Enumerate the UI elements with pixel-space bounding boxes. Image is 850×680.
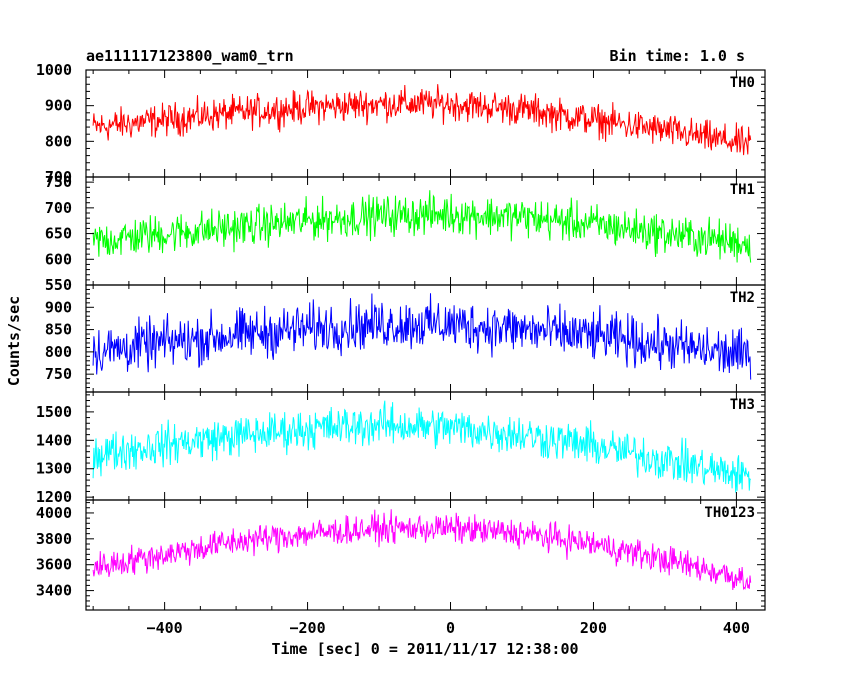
- series-line-th0: [92, 84, 752, 156]
- panel-label-th0123: TH0123: [704, 505, 755, 521]
- y-tick-label: 750: [45, 365, 72, 383]
- x-tick-label: 400: [723, 619, 750, 637]
- series-line-th1: [92, 190, 752, 263]
- panel-label-th3: TH3: [730, 397, 755, 413]
- y-tick-label: 850: [45, 321, 72, 339]
- series-line-th0123: [92, 509, 752, 591]
- y-tick-label: 1400: [36, 431, 72, 449]
- panel-frame: [85, 69, 766, 178]
- y-tick-label: 900: [45, 298, 72, 316]
- series-line-th2: [92, 293, 752, 380]
- y-tick-label: 600: [45, 250, 72, 268]
- y-tick-label: 900: [45, 97, 72, 115]
- figure-title-left: ae111117123800_wam0_trn: [86, 47, 294, 65]
- y-tick-label: 1300: [36, 460, 72, 478]
- series-line-th3: [92, 400, 752, 493]
- y-tick-label: 1500: [36, 403, 72, 421]
- figure-title-right: Bin time: 1.0 s: [610, 47, 745, 65]
- y-tick-label: 800: [45, 132, 72, 150]
- y-tick-label: 3600: [36, 556, 72, 574]
- panel-label-th1: TH1: [730, 182, 755, 198]
- x-tick-label: 0: [446, 619, 455, 637]
- y-tick-label: 4000: [36, 504, 72, 522]
- y-tick-label: 700: [45, 199, 72, 217]
- x-axis-title: Time [sec] 0 = 2011/11/17 12:38:00: [271, 640, 578, 658]
- y-tick-label: 750: [45, 173, 72, 191]
- panel-label-th2: TH2: [730, 290, 755, 306]
- panel-frame: [85, 391, 766, 501]
- y-tick-label: 800: [45, 343, 72, 361]
- y-tick-label: 3800: [36, 530, 72, 548]
- x-tick-label: 200: [580, 619, 607, 637]
- y-tick-label: 1000: [36, 61, 72, 79]
- panel-label-th0: TH0: [730, 75, 755, 91]
- y-tick-label: 700: [45, 168, 72, 186]
- x-tick-label: −400: [147, 619, 183, 637]
- x-tick-label: −200: [290, 619, 326, 637]
- y-tick-label: 550: [45, 276, 72, 294]
- y-axis-title: Counts/sec: [5, 296, 23, 386]
- panel-frame: [85, 499, 766, 611]
- y-tick-label: 3400: [36, 582, 72, 600]
- y-tick-label: 1200: [36, 488, 72, 506]
- y-tick-label: 650: [45, 225, 72, 243]
